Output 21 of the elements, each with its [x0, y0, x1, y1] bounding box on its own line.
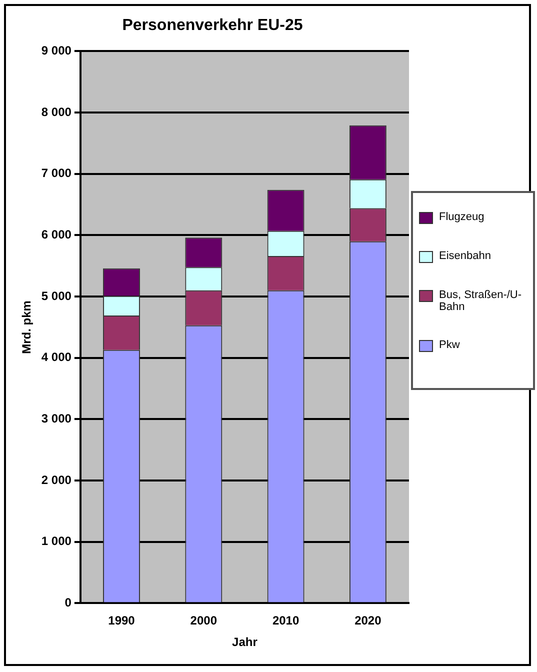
x-tick-label: 2000: [190, 614, 218, 628]
x-tick-label: 2020: [354, 614, 382, 628]
y-tick-label: 4 000: [41, 350, 72, 364]
y-tick-label: 8 000: [41, 104, 72, 119]
y-tick-label: 3 000: [41, 412, 72, 426]
x-tick-label: 1990: [108, 614, 136, 628]
y-tick-label: 7 000: [41, 166, 72, 180]
x-tick-label: 2010: [272, 614, 300, 628]
y-axis-title: Mrd. pkm: [20, 300, 34, 354]
legend-label: Pkw: [439, 339, 460, 351]
y-tick-label: 9 000: [41, 44, 72, 58]
y-tick-label: 2 000: [41, 472, 72, 487]
y-tick-label: 6 000: [41, 228, 72, 242]
y-tick-label: 5 000: [41, 288, 72, 303]
legend-label: Bus, Straßen-/U-Bahn: [439, 289, 523, 313]
chart-title: Personenverkehr EU-25: [122, 17, 303, 34]
y-tick-label: 0: [64, 596, 72, 610]
legend-label: Flugzeug: [439, 211, 484, 223]
legend-label: Eisenbahn: [439, 250, 491, 262]
x-axis-title: Jahr: [232, 635, 258, 650]
y-tick-label: 1 000: [41, 534, 72, 548]
